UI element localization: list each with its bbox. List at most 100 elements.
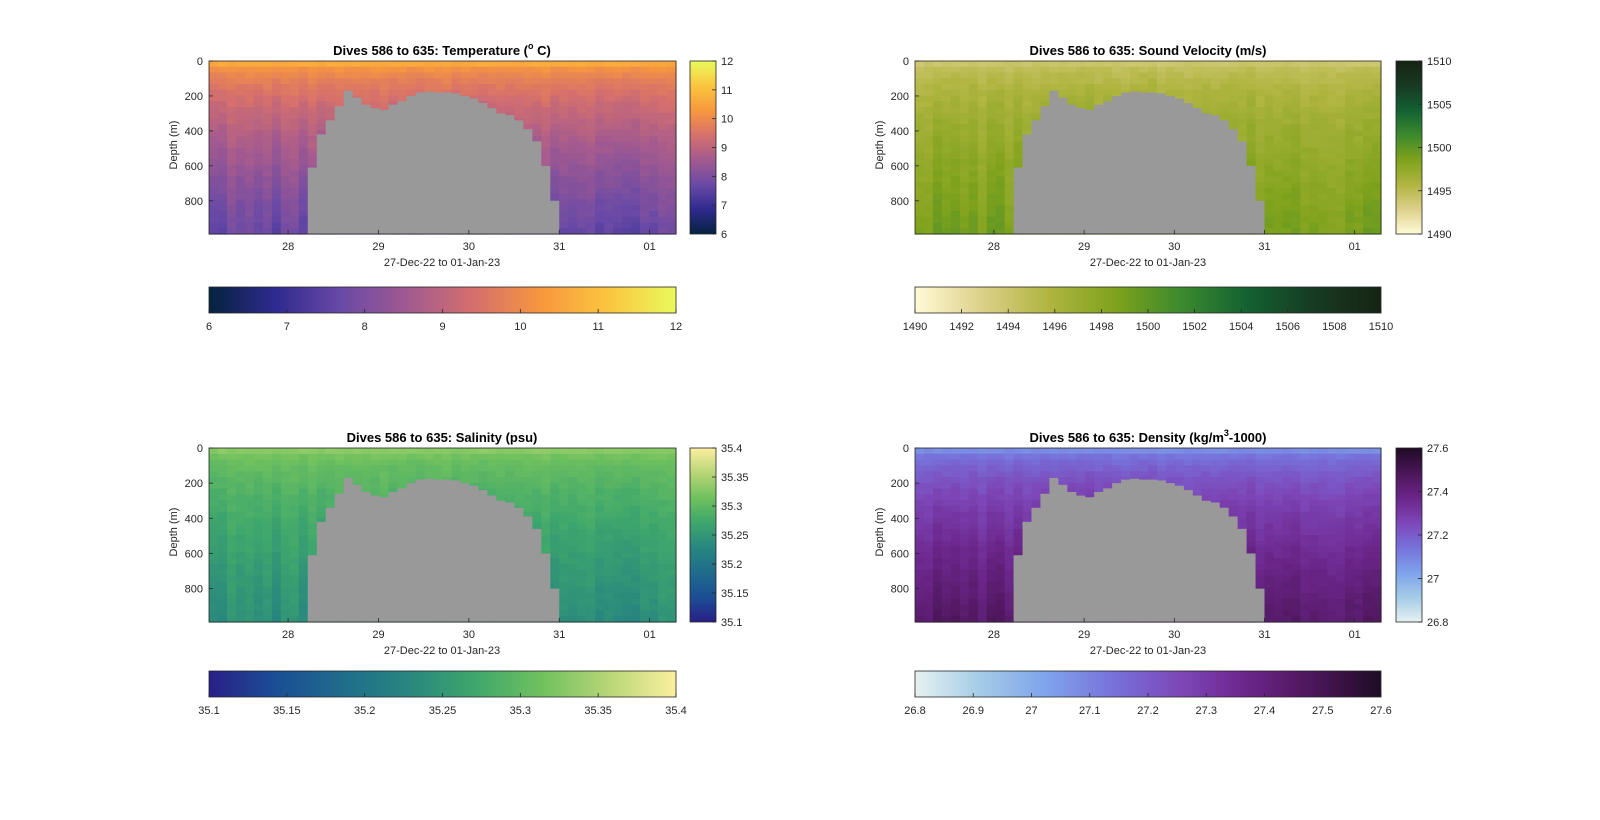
heatmap-cell bbox=[272, 610, 282, 616]
heatmap-cell bbox=[1148, 84, 1158, 90]
heatmap-cell bbox=[631, 529, 641, 535]
heatmap-cell bbox=[272, 171, 282, 177]
heatmap-cell bbox=[924, 165, 934, 171]
heatmap-cell bbox=[667, 500, 677, 506]
heatmap-cell bbox=[577, 500, 587, 506]
heatmap-cell bbox=[263, 182, 273, 188]
heatmap-cell bbox=[604, 96, 614, 102]
heatmap-cell bbox=[667, 535, 677, 541]
heatmap-cell bbox=[236, 483, 246, 489]
heatmap-cell bbox=[523, 113, 533, 119]
heatmap-cell bbox=[272, 448, 282, 454]
heatmap-cell bbox=[227, 67, 237, 73]
heatmap-cell bbox=[407, 471, 417, 477]
heatmap-cell bbox=[299, 205, 309, 211]
heatmap-cell bbox=[960, 124, 970, 130]
heatmap-cell bbox=[622, 483, 632, 489]
heatmap-cell bbox=[434, 67, 444, 73]
heatmap-cell bbox=[1345, 61, 1355, 67]
heatmap-cell bbox=[1193, 101, 1203, 107]
heatmap-cell bbox=[996, 124, 1006, 130]
heatmap-cell bbox=[290, 494, 300, 500]
hcolorbar-tick-label: 11 bbox=[592, 321, 603, 333]
heatmap-cell bbox=[933, 142, 943, 148]
heatmap-cell bbox=[951, 153, 961, 159]
hcolorbar-tick-label: 8 bbox=[362, 321, 368, 333]
heatmap-cell bbox=[290, 73, 300, 79]
heatmap-cell bbox=[631, 90, 641, 96]
heatmap-cell bbox=[496, 489, 506, 495]
heatmap-cell bbox=[604, 107, 614, 113]
heatmap-cell bbox=[263, 593, 273, 599]
heatmap-cell bbox=[1327, 136, 1337, 142]
heatmap-cell bbox=[622, 101, 632, 107]
heatmap-cell bbox=[263, 78, 273, 84]
hcolorbar-tick-label: 1494 bbox=[996, 321, 1020, 333]
heatmap-cell bbox=[613, 205, 623, 211]
heatmap-cell bbox=[1202, 78, 1212, 84]
heatmap-cell bbox=[658, 199, 668, 205]
heatmap-cell bbox=[218, 477, 228, 483]
heatmap-cell bbox=[942, 564, 952, 570]
heatmap-cell bbox=[272, 61, 282, 67]
heatmap-cell bbox=[281, 107, 291, 113]
heatmap-cell bbox=[299, 610, 309, 616]
heatmap-cell bbox=[218, 119, 228, 125]
heatmap-cell bbox=[398, 465, 408, 471]
heatmap-cell bbox=[577, 159, 587, 165]
heatmap-cell bbox=[541, 529, 551, 535]
heatmap-cell bbox=[335, 465, 345, 471]
heatmap-cell bbox=[658, 113, 668, 119]
heatmap-cell bbox=[1300, 124, 1310, 130]
heatmap-cell bbox=[1211, 84, 1221, 90]
heatmap-cell bbox=[1327, 119, 1337, 125]
temperature-y-axis-label: Depth (m) bbox=[168, 121, 180, 170]
heatmap-cell bbox=[218, 90, 228, 96]
heatmap-cell bbox=[924, 148, 934, 154]
heatmap-cell bbox=[1318, 217, 1328, 223]
heatmap-cell bbox=[915, 84, 925, 90]
heatmap-cell bbox=[272, 489, 282, 495]
heatmap-cell bbox=[1023, 73, 1033, 79]
heatmap-cell bbox=[667, 564, 677, 570]
heatmap-cell bbox=[1256, 142, 1266, 148]
heatmap-cell bbox=[227, 171, 237, 177]
heatmap-cell bbox=[1318, 130, 1328, 136]
heatmap-cell bbox=[245, 165, 255, 171]
heatmap-cell bbox=[667, 593, 677, 599]
heatmap-cell bbox=[622, 448, 632, 454]
heatmap-cell bbox=[398, 67, 408, 73]
heatmap-cell bbox=[245, 605, 255, 611]
heatmap-cell bbox=[631, 188, 641, 194]
heatmap-cell bbox=[1372, 205, 1382, 211]
heatmap-cell bbox=[505, 61, 515, 67]
heatmap-cell bbox=[1184, 67, 1194, 73]
heatmap-cell bbox=[1345, 113, 1355, 119]
heatmap-cell bbox=[604, 483, 614, 489]
heatmap-cell bbox=[523, 96, 533, 102]
heatmap-cell bbox=[667, 483, 677, 489]
heatmap-cell bbox=[1345, 124, 1355, 130]
heatmap-cell bbox=[317, 512, 327, 518]
heatmap-cell bbox=[915, 176, 925, 182]
heatmap-cell bbox=[622, 130, 632, 136]
heatmap-cell bbox=[469, 78, 479, 84]
heatmap-cell bbox=[595, 605, 605, 611]
heatmap-cell bbox=[290, 523, 300, 529]
heatmap-cell bbox=[514, 489, 524, 495]
heatmap-cell bbox=[649, 107, 659, 113]
heatmap-cell bbox=[915, 483, 925, 489]
heatmap-cell bbox=[586, 78, 596, 84]
heatmap-cell bbox=[1049, 73, 1059, 79]
heatmap-cell bbox=[568, 518, 578, 524]
heatmap-cell bbox=[281, 460, 291, 466]
heatmap-cell bbox=[915, 119, 925, 125]
heatmap-cell bbox=[209, 176, 219, 182]
colorbar-tick-label: 9 bbox=[721, 143, 727, 155]
heatmap-cell bbox=[407, 78, 417, 84]
heatmap-cell bbox=[969, 153, 979, 159]
heatmap-cell bbox=[586, 90, 596, 96]
heatmap-cell bbox=[613, 489, 623, 495]
heatmap-cell bbox=[514, 61, 524, 67]
heatmap-cell bbox=[613, 610, 623, 616]
